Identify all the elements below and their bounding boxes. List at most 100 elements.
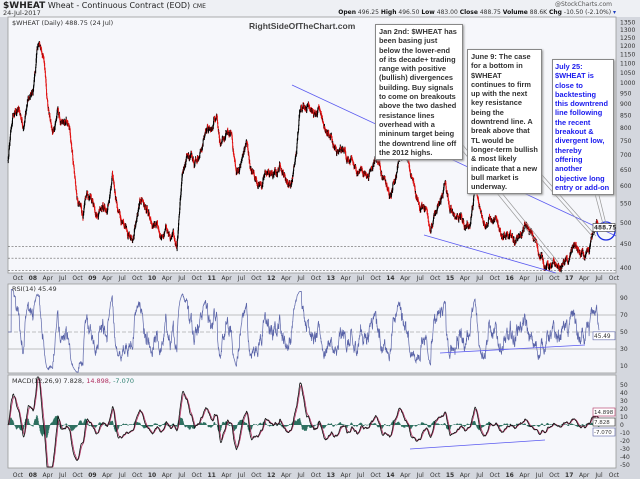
price-y-tick: 850	[620, 113, 632, 120]
annotation-jan2: Jan 2nd: $WHEAT has been basing just bel…	[375, 24, 463, 161]
x-tick-label: Oct	[72, 275, 83, 282]
price-y-tick: 1200	[620, 43, 635, 50]
x-tick-label: Apr	[102, 472, 113, 479]
x-tick-label: Apr	[221, 472, 232, 479]
chg-label: Chg	[549, 9, 562, 16]
price-y-tick: 1250	[620, 35, 635, 42]
x-tick-label: Jul	[237, 275, 246, 282]
x-tick-label: 08	[29, 275, 37, 282]
x-tick-label: Oct	[490, 275, 501, 282]
annotation-jul25: July 25: $WHEAT is close to backtesting …	[552, 59, 614, 196]
price-y-tick: 900	[620, 101, 632, 108]
price-y-tick: 600	[620, 183, 632, 190]
rsi-y-tick: 30	[620, 346, 628, 353]
x-tick-label: Jul	[58, 472, 67, 479]
x-tick-label: Oct	[430, 275, 441, 282]
last-price-box	[592, 223, 616, 232]
x-tick-label: Apr	[281, 275, 292, 282]
x-tick-label: 09	[88, 275, 96, 282]
x-tick-label: Jul	[475, 275, 484, 282]
x-tick-label: Jul	[177, 275, 186, 282]
macd-value-label: 7.828	[594, 420, 610, 426]
open-label: Open	[338, 9, 356, 16]
macd-y-tick: 20	[620, 406, 628, 413]
price-y-tick: 1000	[620, 80, 635, 87]
macd-y-tick: -30	[620, 446, 630, 453]
x-tick-label: Oct	[132, 472, 143, 479]
chg-value: -10.50 (-2.10%)	[563, 9, 612, 16]
x-tick-label: Oct	[430, 472, 441, 479]
macd-line	[7, 376, 600, 468]
macd-y-tick: -50	[620, 462, 630, 469]
price-y-tick: 500	[620, 220, 632, 227]
macd-y-tick: 0	[620, 422, 624, 429]
x-tick-label: Apr	[162, 472, 173, 479]
price-y-tick: 550	[620, 201, 632, 208]
x-tick-label: Oct	[251, 275, 262, 282]
chart-date: 24-Jul-2017	[3, 9, 41, 17]
volume-value: 88.6K	[529, 9, 548, 16]
x-tick-label: Jul	[535, 472, 544, 479]
price-bars	[7, 41, 600, 273]
rsi-value-box	[592, 331, 616, 341]
credit: @StockCharts.com	[555, 1, 612, 8]
price-y-tick: 1350	[620, 19, 635, 26]
x-tick-label: Jul	[416, 275, 425, 282]
price-y-tick: 1150	[620, 52, 635, 59]
x-tick-label: 17	[565, 472, 573, 479]
high-value: 496.50	[398, 9, 420, 16]
macd-y-tick: 30	[620, 398, 628, 405]
x-tick-label: Apr	[43, 275, 54, 282]
macd-value-label: -7.070	[594, 430, 612, 436]
x-tick-label: Oct	[549, 472, 560, 479]
lower-channel-line	[423, 234, 557, 274]
x-tick-label: 12	[267, 275, 275, 282]
price-y-tick: 1050	[620, 70, 635, 77]
rsi-y-tick: 70	[620, 312, 628, 319]
x-tick-label: Oct	[311, 472, 322, 479]
x-tick-label: Apr	[460, 472, 471, 479]
x-tick-label: 14	[386, 472, 394, 479]
price-y-tick: 450	[620, 241, 632, 248]
price-y-tick: 1300	[620, 27, 635, 34]
price-panel-title: $WHEAT (Daily) 488.75 (24 Jul)	[12, 19, 114, 27]
macd-y-tick: -10	[620, 430, 630, 437]
price-y-tick: 750	[620, 138, 632, 145]
x-tick-label: Oct	[490, 472, 501, 479]
x-tick-label: Jul	[296, 472, 305, 479]
x-tick-label: 09	[88, 472, 96, 479]
annotation-jun9: June 9: The case for a bottom in $WHEAT …	[467, 49, 542, 195]
x-tick-label: Jul	[118, 275, 127, 282]
high-label: High	[380, 9, 397, 16]
macd-y-tick: -40	[620, 454, 630, 461]
macd-y-tick: 10	[620, 414, 628, 421]
price-y-tick: 800	[620, 125, 632, 132]
x-tick-label: Apr	[281, 472, 292, 479]
macd-title-value: MACD(12,26,9) 7.828,	[12, 377, 87, 385]
x-tick-label: Oct	[251, 472, 262, 479]
rsi-y-tick: 50	[620, 329, 628, 336]
downtrend-line	[291, 84, 617, 237]
x-tick-label: Oct	[549, 275, 560, 282]
x-tick-label: Apr	[400, 275, 411, 282]
x-tick-label: Oct	[192, 275, 203, 282]
x-tick-label: Apr	[519, 472, 530, 479]
x-tick-label: Apr	[519, 275, 530, 282]
low-value: 483.00	[436, 9, 458, 16]
x-tick-label: 10	[148, 472, 156, 479]
x-tick-label: Jul	[416, 472, 425, 479]
macd-y-tick: 40	[620, 390, 628, 397]
x-tick-label: 11	[207, 275, 215, 282]
x-tick-label: Apr	[341, 275, 352, 282]
x-tick-label: Apr	[579, 275, 590, 282]
rsi-trendline	[439, 344, 586, 354]
volume-label: Volume	[502, 9, 528, 16]
symbol: $WHEAT	[3, 1, 46, 11]
macd-value-box	[592, 417, 616, 427]
x-tick-label: Apr	[43, 472, 54, 479]
x-tick-label: Oct	[370, 472, 381, 479]
macd-y-tick: -20	[620, 438, 630, 445]
rsi-y-tick: 10	[620, 363, 628, 370]
macd-value-box	[592, 427, 616, 437]
